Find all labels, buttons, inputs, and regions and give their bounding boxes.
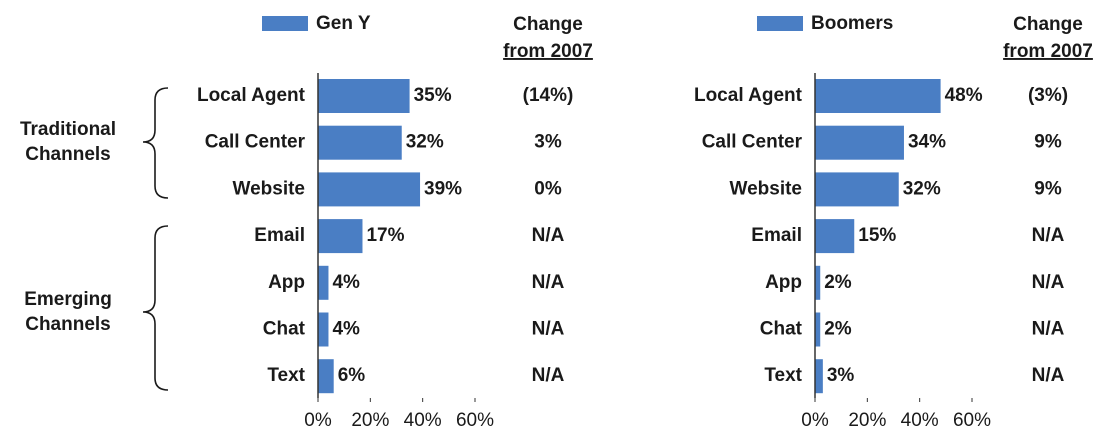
bar (318, 79, 410, 113)
bar (815, 172, 899, 207)
category-label: Chat (760, 319, 803, 340)
value-label: 32% (903, 178, 941, 199)
x-tick-label: 20% (351, 410, 389, 431)
bar (318, 265, 329, 300)
x-tick-label: 20% (848, 410, 886, 431)
group-label: Traditional Channels (20, 119, 116, 165)
value-label: 4% (332, 319, 360, 340)
category-label: Email (751, 225, 802, 246)
category-label: App (765, 272, 802, 293)
change-header: from 2007 (1003, 41, 1093, 62)
category-label: Website (232, 178, 305, 199)
category-label: Text (764, 365, 802, 386)
group-brace (142, 87, 169, 199)
bar (815, 359, 823, 394)
value-label: 35% (414, 85, 452, 106)
change-header: Change (513, 14, 583, 35)
x-tick-label: 40% (901, 410, 939, 431)
category-label: Call Center (205, 132, 306, 153)
change-value: N/A (1032, 365, 1065, 386)
category-label: App (268, 272, 305, 293)
x-tick-label: 40% (404, 410, 442, 431)
category-label: Text (267, 365, 305, 386)
change-value: (14%) (523, 85, 574, 106)
change-value: 3% (534, 132, 562, 153)
value-label: 32% (406, 132, 444, 153)
change-value: N/A (532, 365, 565, 386)
value-label: 6% (338, 365, 366, 386)
change-value: N/A (532, 225, 565, 246)
value-label: 3% (827, 365, 855, 386)
change-value: N/A (1032, 225, 1065, 246)
bar (815, 219, 855, 254)
group-brace (142, 225, 169, 391)
bar (815, 312, 821, 347)
x-tick-label: 0% (304, 410, 332, 431)
group-label: Emerging Channels (24, 289, 112, 335)
category-label: Local Agent (694, 85, 803, 106)
bar (815, 125, 904, 160)
value-label: 17% (366, 225, 404, 246)
x-tick-label: 0% (801, 410, 829, 431)
change-value: 9% (1034, 132, 1062, 153)
change-value: N/A (1032, 319, 1065, 340)
x-tick-label: 60% (953, 410, 991, 431)
bar (815, 79, 941, 113)
bar (318, 359, 334, 394)
change-value: 0% (534, 178, 562, 199)
value-label: 2% (824, 319, 852, 340)
bar (318, 312, 329, 347)
bar (815, 265, 821, 300)
category-label: Website (729, 178, 802, 199)
value-label: 34% (908, 132, 946, 153)
x-tick-label: 60% (456, 410, 494, 431)
value-label: 48% (945, 85, 983, 106)
value-label: 2% (824, 272, 852, 293)
change-value: N/A (532, 272, 565, 293)
value-label: 39% (424, 178, 462, 199)
change-value: N/A (532, 319, 565, 340)
change-header: Change (1013, 14, 1083, 35)
legend-swatch (262, 16, 308, 31)
legend-swatch (757, 16, 803, 31)
change-value: 9% (1034, 178, 1062, 199)
category-label: Call Center (702, 132, 803, 153)
category-label: Chat (263, 319, 306, 340)
change-value: N/A (1032, 272, 1065, 293)
change-value: (3%) (1028, 85, 1068, 106)
bar (318, 219, 363, 254)
category-label: Email (254, 225, 305, 246)
value-label: 4% (332, 272, 360, 293)
category-label: Local Agent (197, 85, 306, 106)
legend-label: Boomers (811, 13, 893, 34)
bar (318, 125, 402, 160)
value-label: 15% (858, 225, 896, 246)
legend-label: Gen Y (316, 13, 371, 34)
change-header: from 2007 (503, 41, 593, 62)
bar (318, 172, 421, 207)
